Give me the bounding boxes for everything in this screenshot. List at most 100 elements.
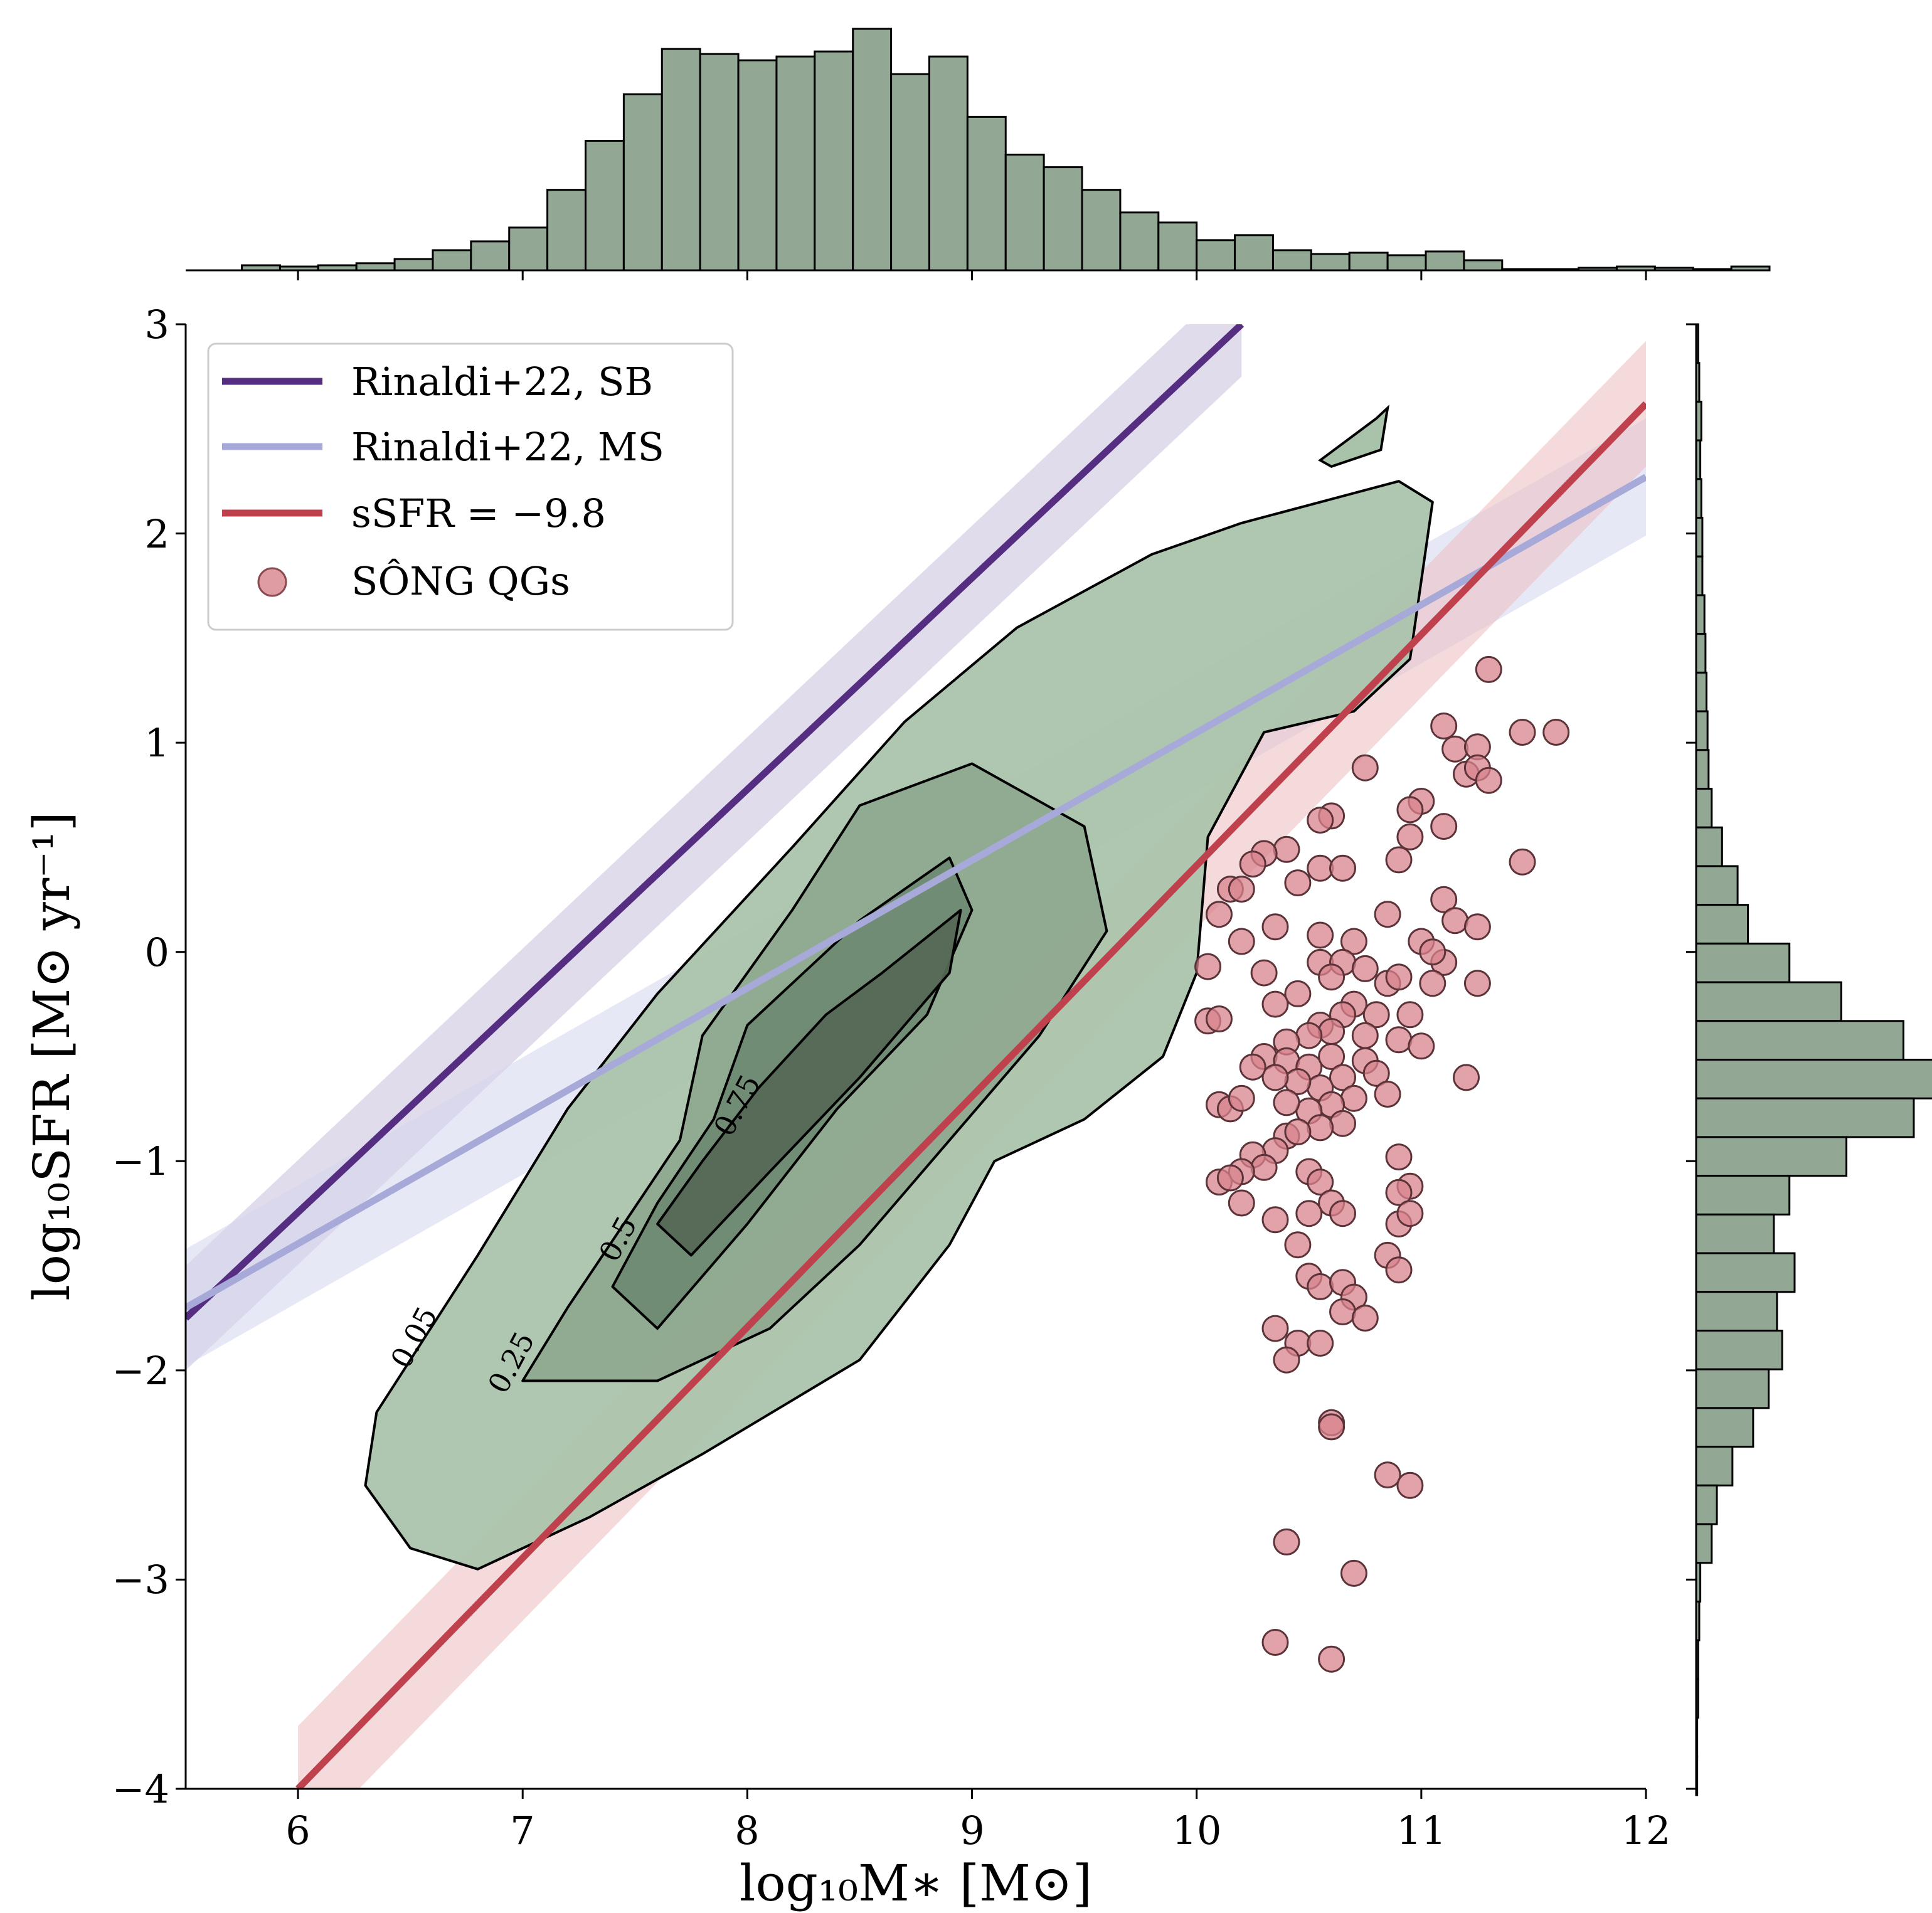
qg-point xyxy=(1329,1298,1356,1325)
contour-level-0.75 xyxy=(656,909,962,1257)
x-histogram-bar xyxy=(775,55,816,272)
x-histogram-bar xyxy=(737,59,778,272)
qg-point xyxy=(1318,1645,1346,1673)
qg-point xyxy=(1329,854,1356,882)
y-ticks xyxy=(176,323,186,1790)
x-histogram-bar xyxy=(546,189,587,272)
relation-line-0 xyxy=(186,324,1245,1321)
qg-point xyxy=(1362,1059,1390,1087)
y-histogram-bar xyxy=(1695,981,1842,1022)
right-marginal-ticks xyxy=(1686,323,1696,1790)
qg-point xyxy=(1228,1084,1255,1112)
y-histogram-bar xyxy=(1695,671,1708,713)
qg-point xyxy=(1419,970,1446,997)
qg-point xyxy=(1261,1206,1289,1234)
qg-point xyxy=(1351,754,1379,782)
x-histogram-bar xyxy=(1004,154,1045,272)
qg-point xyxy=(1284,869,1312,897)
y-tick-label-m2: −2 xyxy=(112,1348,169,1394)
qg-point xyxy=(1329,1200,1356,1227)
qg-point xyxy=(1396,1001,1424,1029)
qg-point xyxy=(1509,848,1536,876)
y-tick-label-m4: −4 xyxy=(112,1766,169,1812)
qg-point xyxy=(1273,1346,1300,1374)
qg-point xyxy=(1284,980,1312,1007)
x-tick-label-7: 7 xyxy=(510,1808,534,1853)
qg-point xyxy=(1385,963,1413,991)
y-histogram-bar xyxy=(1695,788,1713,829)
qg-point xyxy=(1206,901,1233,928)
top-marginal-ticks xyxy=(297,270,1647,280)
qg-point xyxy=(1261,1064,1289,1091)
qg-point xyxy=(1340,1559,1367,1587)
qg-point xyxy=(1216,1164,1244,1192)
qg-point xyxy=(1261,1315,1289,1342)
y-histogram-bar xyxy=(1695,1097,1915,1138)
qg-point xyxy=(1351,955,1379,982)
qg-point xyxy=(1408,1032,1435,1060)
qg-point xyxy=(1475,766,1502,794)
x-histogram-bar xyxy=(393,258,434,272)
y-histogram-bar xyxy=(1695,1368,1770,1409)
x-histogram-bar xyxy=(1463,259,1504,272)
qg-point xyxy=(1385,1179,1413,1206)
qg-point xyxy=(1396,1200,1424,1227)
x-histogram-bar xyxy=(622,93,663,272)
qg-point xyxy=(1318,1043,1346,1070)
qg-point xyxy=(1385,1143,1413,1171)
y-histogram-bar xyxy=(1695,594,1706,635)
y-histogram-bar xyxy=(1695,1446,1734,1486)
qg-point xyxy=(1463,913,1491,941)
qg-points xyxy=(1194,655,1570,1673)
qg-point xyxy=(1194,953,1222,980)
x-histogram-bar xyxy=(585,139,625,272)
qg-point xyxy=(1307,1273,1334,1300)
y-histogram-bar xyxy=(1695,1523,1713,1564)
top-marginal-histogram xyxy=(186,28,1771,280)
qg-point xyxy=(1441,735,1469,763)
y-histogram-bar xyxy=(1695,1484,1718,1525)
qg-point xyxy=(1385,1026,1413,1054)
x-histogram-bar xyxy=(1119,211,1160,272)
y-histogram-bar xyxy=(1695,1291,1778,1332)
x-tick-label-10: 10 xyxy=(1172,1808,1222,1853)
qg-point xyxy=(1329,1064,1356,1091)
qg-point xyxy=(1374,901,1401,928)
qg-point xyxy=(1385,1256,1413,1284)
qg-point xyxy=(1362,1001,1390,1029)
x-histogram-bar xyxy=(1196,239,1236,272)
qg-point xyxy=(1261,990,1289,1018)
qg-point xyxy=(1284,1231,1312,1259)
y-histogram-bar xyxy=(1695,1213,1775,1254)
x-tick-label-8: 8 xyxy=(735,1808,759,1853)
legend-label-qg: SÔNG QGs xyxy=(351,558,570,604)
y-tick-labels: 3 2 1 0 −1 −2 −3 −4 xyxy=(112,302,169,1812)
qg-point xyxy=(1273,835,1300,863)
qg-point xyxy=(1340,1084,1367,1112)
y-histogram-bar xyxy=(1695,1020,1904,1061)
y-tick-label-1: 1 xyxy=(145,720,169,766)
x-histogram-bar xyxy=(1043,166,1083,272)
legend-label-sb: Rinaldi+22, SB xyxy=(351,359,653,405)
x-histogram-bar xyxy=(432,249,472,272)
x-ticks xyxy=(297,1789,1647,1799)
qg-point xyxy=(1273,1528,1300,1555)
x-histogram-bar xyxy=(1425,250,1465,272)
x-histogram-bar xyxy=(1692,268,1733,272)
x-histogram-bar xyxy=(1081,189,1122,272)
qg-point xyxy=(1509,719,1536,746)
qg-point xyxy=(1261,1629,1289,1656)
legend-label-ssfr: sSFR = −9.8 xyxy=(351,490,606,536)
qg-point xyxy=(1351,1305,1379,1332)
qg-point xyxy=(1430,813,1458,840)
qg-point xyxy=(1228,1189,1255,1217)
legend-frame xyxy=(207,342,734,631)
qg-point xyxy=(1228,928,1255,955)
y-histogram-bar xyxy=(1695,826,1723,867)
x-histogram-bar xyxy=(1653,267,1694,272)
x-tick-label-9: 9 xyxy=(960,1808,984,1853)
x-histogram-bar xyxy=(1271,249,1312,272)
qg-point xyxy=(1307,1114,1334,1142)
x-histogram-bar xyxy=(661,48,701,272)
